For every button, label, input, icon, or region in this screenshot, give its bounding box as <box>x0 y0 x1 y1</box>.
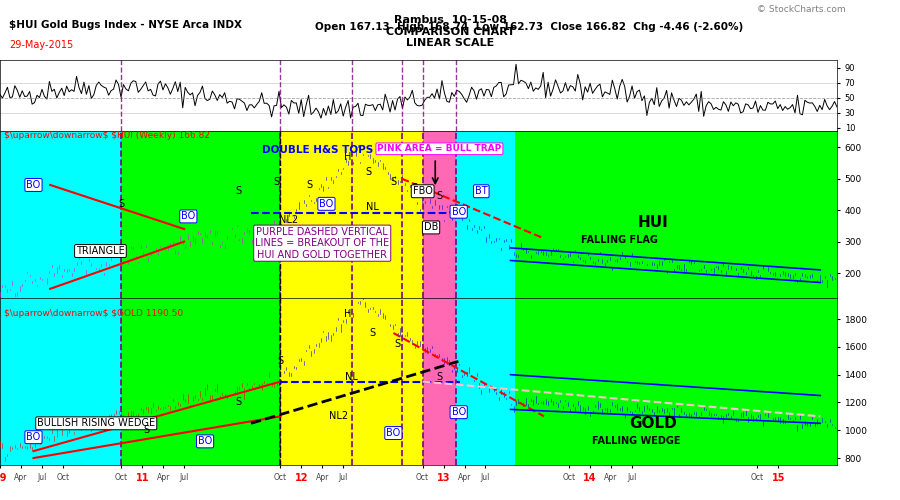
Text: Open 167.13  High 168.74  Low 162.73  Close 166.82  Chg -4.46 (-2.60%): Open 167.13 High 168.74 Low 162.73 Close… <box>315 22 743 32</box>
Text: BO: BO <box>181 212 195 222</box>
Bar <box>281 132 423 298</box>
Text: S: S <box>307 180 313 190</box>
Bar <box>122 298 281 465</box>
Text: BO: BO <box>26 432 40 442</box>
Text: S: S <box>273 177 279 187</box>
Bar <box>423 132 456 298</box>
Text: S: S <box>391 177 397 187</box>
Text: $\uparrow\downarrow$ $GOLD 1190.50: $\uparrow\downarrow$ $GOLD 1190.50 <box>4 310 184 318</box>
Bar <box>423 298 456 465</box>
Bar <box>515 132 837 298</box>
Text: BT: BT <box>475 186 488 196</box>
Text: S: S <box>365 168 372 177</box>
Bar <box>515 298 837 465</box>
Text: S: S <box>236 398 241 407</box>
Text: S: S <box>236 186 241 196</box>
Bar <box>281 298 423 465</box>
Text: S: S <box>369 328 375 338</box>
Text: 29-May-2015: 29-May-2015 <box>9 40 73 50</box>
Bar <box>456 132 515 298</box>
Text: FALLING WEDGE: FALLING WEDGE <box>592 436 680 446</box>
Text: HUI: HUI <box>637 215 668 230</box>
Text: FBO: FBO <box>413 186 433 196</box>
Text: NL: NL <box>345 372 358 382</box>
Text: H: H <box>344 152 351 162</box>
Text: PINK AREA = BULL TRAP: PINK AREA = BULL TRAP <box>377 144 501 154</box>
Text: S: S <box>143 426 149 436</box>
Bar <box>0 132 122 298</box>
Bar <box>0 298 122 465</box>
Text: S: S <box>411 183 418 193</box>
Text: BO: BO <box>452 407 466 417</box>
Text: BO: BO <box>198 436 212 446</box>
Text: BO: BO <box>26 180 40 190</box>
Text: S: S <box>436 372 443 382</box>
Text: DOUBLE H&S TOPS: DOUBLE H&S TOPS <box>263 146 374 156</box>
Text: S: S <box>277 356 284 366</box>
Text: NL2: NL2 <box>279 214 298 224</box>
Text: BO: BO <box>386 428 400 438</box>
Text: NL2: NL2 <box>329 412 348 422</box>
Text: S: S <box>118 199 124 209</box>
Bar <box>456 298 515 465</box>
Text: H: H <box>344 308 351 318</box>
Text: © StockCharts.com: © StockCharts.com <box>758 5 846 14</box>
Text: S: S <box>394 339 400 349</box>
Text: BO: BO <box>452 206 466 216</box>
Text: GOLD: GOLD <box>629 416 677 431</box>
Text: Rambus  10-15-08
COMPARISON CHART
LINEAR SCALE: Rambus 10-15-08 COMPARISON CHART LINEAR … <box>385 15 515 48</box>
Text: S: S <box>436 191 443 201</box>
Text: BO: BO <box>320 199 334 209</box>
Text: DB: DB <box>424 222 438 232</box>
Text: $\uparrow\downarrow$ $HUI (Weekly) 166.82: $\uparrow\downarrow$ $HUI (Weekly) 166.8… <box>4 131 211 140</box>
Text: TRIANGLE: TRIANGLE <box>76 246 125 256</box>
Text: PURPLE DASHED VERTICAL
LINES = BREAKOUT OF THE
HUI AND GOLD TOGETHER: PURPLE DASHED VERTICAL LINES = BREAKOUT … <box>256 226 390 260</box>
Text: NL: NL <box>366 202 379 212</box>
Text: FALLING FLAG: FALLING FLAG <box>580 235 658 245</box>
Bar <box>122 132 281 298</box>
Text: $HUI Gold Bugs Index - NYSE Arca INDX: $HUI Gold Bugs Index - NYSE Arca INDX <box>9 20 242 30</box>
Text: BULLISH RISING WEDGE: BULLISH RISING WEDGE <box>37 418 156 428</box>
